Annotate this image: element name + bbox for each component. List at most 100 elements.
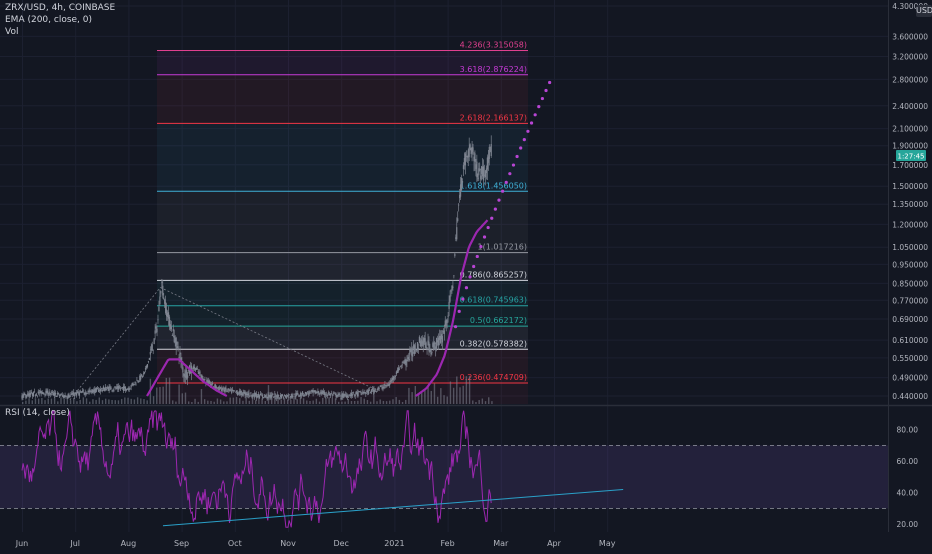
volume-bar (136, 397, 139, 404)
candle-body (147, 361, 150, 363)
candle-body (340, 397, 342, 399)
candle-body (371, 388, 374, 390)
price-tick-label: 0.770000 (892, 296, 928, 305)
volume-bar (120, 398, 123, 404)
candle-body (320, 391, 322, 394)
candle-body (396, 369, 398, 374)
candle-body (341, 393, 343, 398)
candle-body (87, 391, 89, 393)
candle-body (183, 373, 185, 376)
candle-body (70, 394, 72, 396)
candle-body (125, 388, 127, 391)
candle-body (386, 384, 388, 386)
volume-bar (312, 400, 314, 404)
fib-level-label: 0.236(0.474709) (460, 373, 527, 382)
candle-body (128, 387, 130, 390)
candle-body (185, 370, 187, 379)
ema-line (146, 358, 228, 397)
candle-body (379, 386, 381, 388)
projection-dot (493, 207, 497, 211)
candle-body (39, 390, 41, 392)
candle-body (264, 396, 266, 398)
candle-body (369, 392, 372, 394)
volume-bar (456, 376, 458, 404)
vol-legend[interactable]: Vol (5, 27, 19, 37)
candle-body (337, 394, 339, 396)
candle-body (251, 394, 253, 397)
candle-body (235, 390, 238, 393)
candle-body (88, 391, 90, 392)
candle-body (409, 349, 411, 355)
candle-body (313, 390, 315, 392)
price-tick-label: 0.490000 (892, 374, 928, 383)
candle-body (101, 390, 104, 392)
volume-bar (328, 397, 330, 404)
candle-body (474, 153, 476, 162)
candle-body (165, 309, 168, 317)
price-tick-label: 0.690000 (892, 315, 928, 324)
volume-bar (338, 401, 340, 404)
candle-body (321, 391, 323, 395)
candle-body (99, 388, 102, 392)
candle-body (137, 381, 139, 383)
candle-body (359, 391, 361, 393)
candle-body (258, 395, 261, 399)
volume-bar (44, 400, 46, 404)
candle-body (130, 385, 132, 388)
volume-bar (53, 397, 56, 404)
rsi-tick-label: 80.00 (897, 426, 919, 435)
candle-body (309, 391, 311, 393)
price-tick-label: 0.440000 (892, 392, 928, 401)
fib-anchor-line (69, 287, 161, 401)
candle-body (176, 342, 178, 345)
rsi-legend[interactable]: RSI (14, close) (5, 408, 70, 418)
volume-bar (318, 401, 321, 404)
volume-bar (47, 398, 49, 404)
candle-body (196, 368, 198, 369)
currency-badge[interactable]: USD (916, 5, 932, 17)
candle-body (195, 368, 197, 370)
volume-bar (187, 401, 190, 404)
candle-body (59, 395, 61, 396)
candle-body (380, 385, 382, 387)
candle-body (167, 312, 170, 319)
candle-body (266, 397, 268, 399)
candle-body (156, 328, 158, 333)
candle-body (342, 394, 344, 398)
current-price-marker (896, 149, 926, 161)
candle-body (269, 394, 271, 398)
candle-body (314, 389, 316, 393)
candle-body (471, 146, 473, 154)
symbol-legend[interactable]: ZRX/USD, 4h, COINBASE (5, 3, 116, 13)
volume-bar (101, 400, 104, 404)
candle-body (454, 253, 456, 257)
candle-body (328, 393, 330, 396)
volume-bar (219, 399, 222, 404)
projection-dot (457, 309, 461, 313)
candle-body (247, 393, 249, 396)
candle-body (120, 387, 123, 389)
price-tick-label: 2.400000 (892, 102, 928, 111)
candle-body (255, 393, 257, 396)
volume-bar (478, 400, 480, 404)
candle-body (331, 394, 333, 396)
candle-body (488, 146, 490, 160)
candle-body (257, 394, 260, 398)
candle-body (263, 394, 265, 396)
candle-body (230, 388, 232, 390)
candle-body (53, 393, 55, 396)
candle-body (483, 174, 486, 176)
time-tick-label: Aug (121, 539, 137, 548)
volume-bar (475, 401, 477, 404)
price-tick-label: 0.950000 (892, 260, 928, 269)
candle-body (411, 348, 413, 356)
candle-body (270, 394, 272, 399)
candle-body (131, 383, 133, 385)
price-tick-label: 1.200000 (892, 220, 928, 229)
candle-body (256, 395, 259, 398)
candle-body (52, 392, 54, 394)
candle-body (221, 389, 223, 392)
candle-body (62, 395, 64, 397)
ema-legend[interactable]: EMA (200, close, 0) (5, 15, 93, 25)
